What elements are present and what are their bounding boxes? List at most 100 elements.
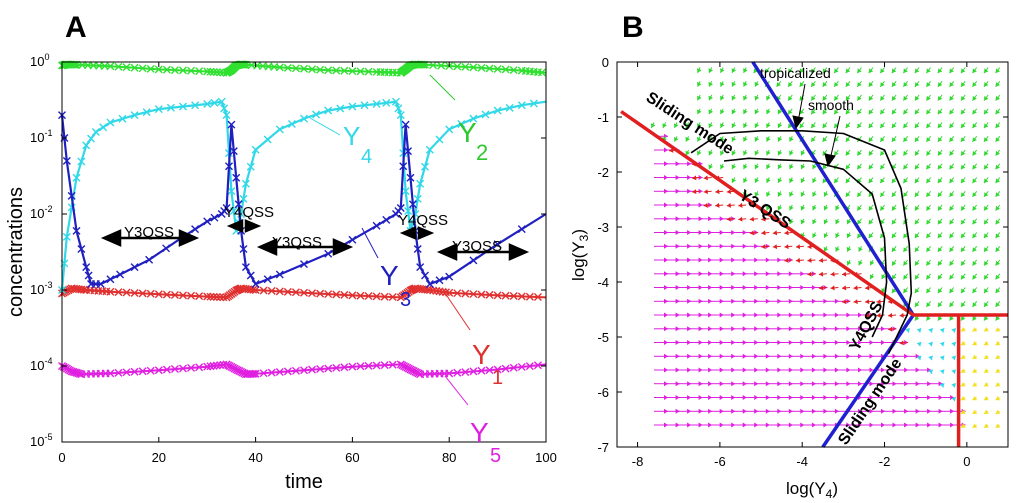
data-point: [229, 206, 238, 215]
data-point: [394, 104, 403, 113]
vector-arrow-head: [949, 109, 954, 115]
vector-arrow-head: [972, 302, 977, 307]
label-pointers: [309, 74, 471, 406]
data-point: [106, 369, 115, 378]
vector-arrow-head: [903, 82, 908, 87]
data-point: [312, 110, 321, 119]
vector-arrow-head: [674, 123, 679, 128]
data-point: [404, 206, 413, 215]
data-point: [501, 65, 510, 74]
vector-arrow-head: [812, 191, 817, 197]
vector-arrow-head: [939, 341, 945, 347]
vector-arrow-head: [972, 288, 977, 294]
vector-arrow-head: [972, 423, 978, 428]
svg-text:4: 4: [361, 146, 372, 168]
data-point: [154, 290, 163, 299]
vector-arrow-head: [949, 192, 954, 197]
vector-arrow-head: [857, 150, 862, 156]
vector-arrow-head: [937, 247, 943, 252]
vector-arrow-head: [788, 408, 793, 414]
vector-arrow-head: [914, 95, 920, 101]
vector-arrow-head: [972, 205, 977, 211]
vector-arrow-head: [865, 285, 870, 291]
vector-arrow-head: [926, 233, 931, 239]
data-point: [396, 203, 405, 212]
vector-arrow-head: [995, 395, 1001, 401]
vector-arrow-head: [742, 257, 747, 263]
vector-arrow-head: [961, 82, 966, 87]
data-point: [263, 135, 272, 144]
data-point: [210, 98, 219, 107]
vector-arrow-head: [880, 219, 885, 225]
vector-arrow-head: [984, 205, 989, 211]
vector-arrow-head: [937, 315, 943, 321]
vector-arrow-head: [766, 95, 771, 101]
x-tick-label: -8: [632, 454, 644, 469]
vector-arrow-head: [914, 82, 920, 87]
vector-arrow-head: [972, 178, 977, 184]
data-point: [72, 226, 81, 235]
vector-arrow-head: [869, 408, 874, 414]
data-point: [122, 63, 131, 72]
data-point: [283, 287, 292, 296]
data-point: [146, 366, 155, 375]
data-point: [179, 364, 187, 373]
data-point: [336, 104, 345, 113]
data-point: [170, 291, 179, 299]
vector-arrow-head: [984, 247, 989, 252]
svg-text:2: 2: [476, 140, 488, 165]
data-point: [372, 292, 381, 301]
vector-arrow-head: [972, 409, 978, 414]
vector-arrow-head: [846, 246, 852, 252]
vector-arrow-head: [708, 340, 713, 345]
vector-arrow-head: [777, 191, 783, 197]
data-point: [291, 288, 300, 297]
vector-arrow-head: [842, 271, 847, 277]
data-point: [206, 362, 215, 371]
vector-arrow-head: [777, 326, 782, 332]
vector-arrow-head: [937, 192, 943, 197]
data-point: [246, 162, 255, 171]
vector-arrow-head: [869, 367, 874, 373]
vector-arrow-head: [719, 312, 724, 318]
vector-arrow-head: [789, 136, 794, 142]
vector-arrow-head: [972, 233, 977, 239]
data-point: [453, 368, 462, 377]
vector-arrow-head: [868, 82, 874, 87]
data-point: [445, 272, 454, 281]
vector-arrow-head: [937, 109, 943, 115]
vector-arrow-head: [857, 82, 862, 87]
vector-arrow-head: [800, 381, 805, 387]
vector-arrow-head: [777, 178, 783, 183]
vector-arrow-head: [937, 260, 943, 266]
qss-arrow: [100, 229, 200, 247]
vector-arrow-head: [857, 109, 862, 115]
vector-arrow-head: [858, 326, 862, 332]
vector-arrow-head: [892, 367, 897, 373]
data-point: [179, 291, 187, 300]
vector-arrow-head: [880, 68, 885, 74]
vector-arrow-head: [881, 395, 885, 400]
data-point: [154, 366, 163, 375]
series-y2: [58, 60, 547, 77]
vector-arrow-head: [937, 233, 943, 239]
vector-arrow-head: [719, 257, 724, 263]
vector-arrow-head: [789, 219, 794, 225]
data-point: [251, 286, 260, 294]
vector-arrow-head: [754, 136, 760, 142]
vector-arrow-head: [697, 123, 702, 128]
vector-arrow-head: [822, 68, 828, 74]
vector-arrow-head: [915, 408, 920, 414]
vector-arrow-head: [823, 205, 829, 211]
data-point: [114, 288, 123, 297]
data-point: [146, 64, 155, 73]
x-tick-label: 40: [248, 450, 262, 465]
vector-arrow-head: [881, 381, 885, 387]
vector-arrow-head: [822, 137, 828, 142]
vector-arrow-head: [720, 164, 725, 170]
vector-arrow-head: [788, 312, 793, 318]
data-point: [517, 292, 526, 301]
vector-arrow-head: [731, 285, 736, 290]
vector-arrow-head: [984, 192, 989, 197]
data-point: [364, 292, 373, 301]
